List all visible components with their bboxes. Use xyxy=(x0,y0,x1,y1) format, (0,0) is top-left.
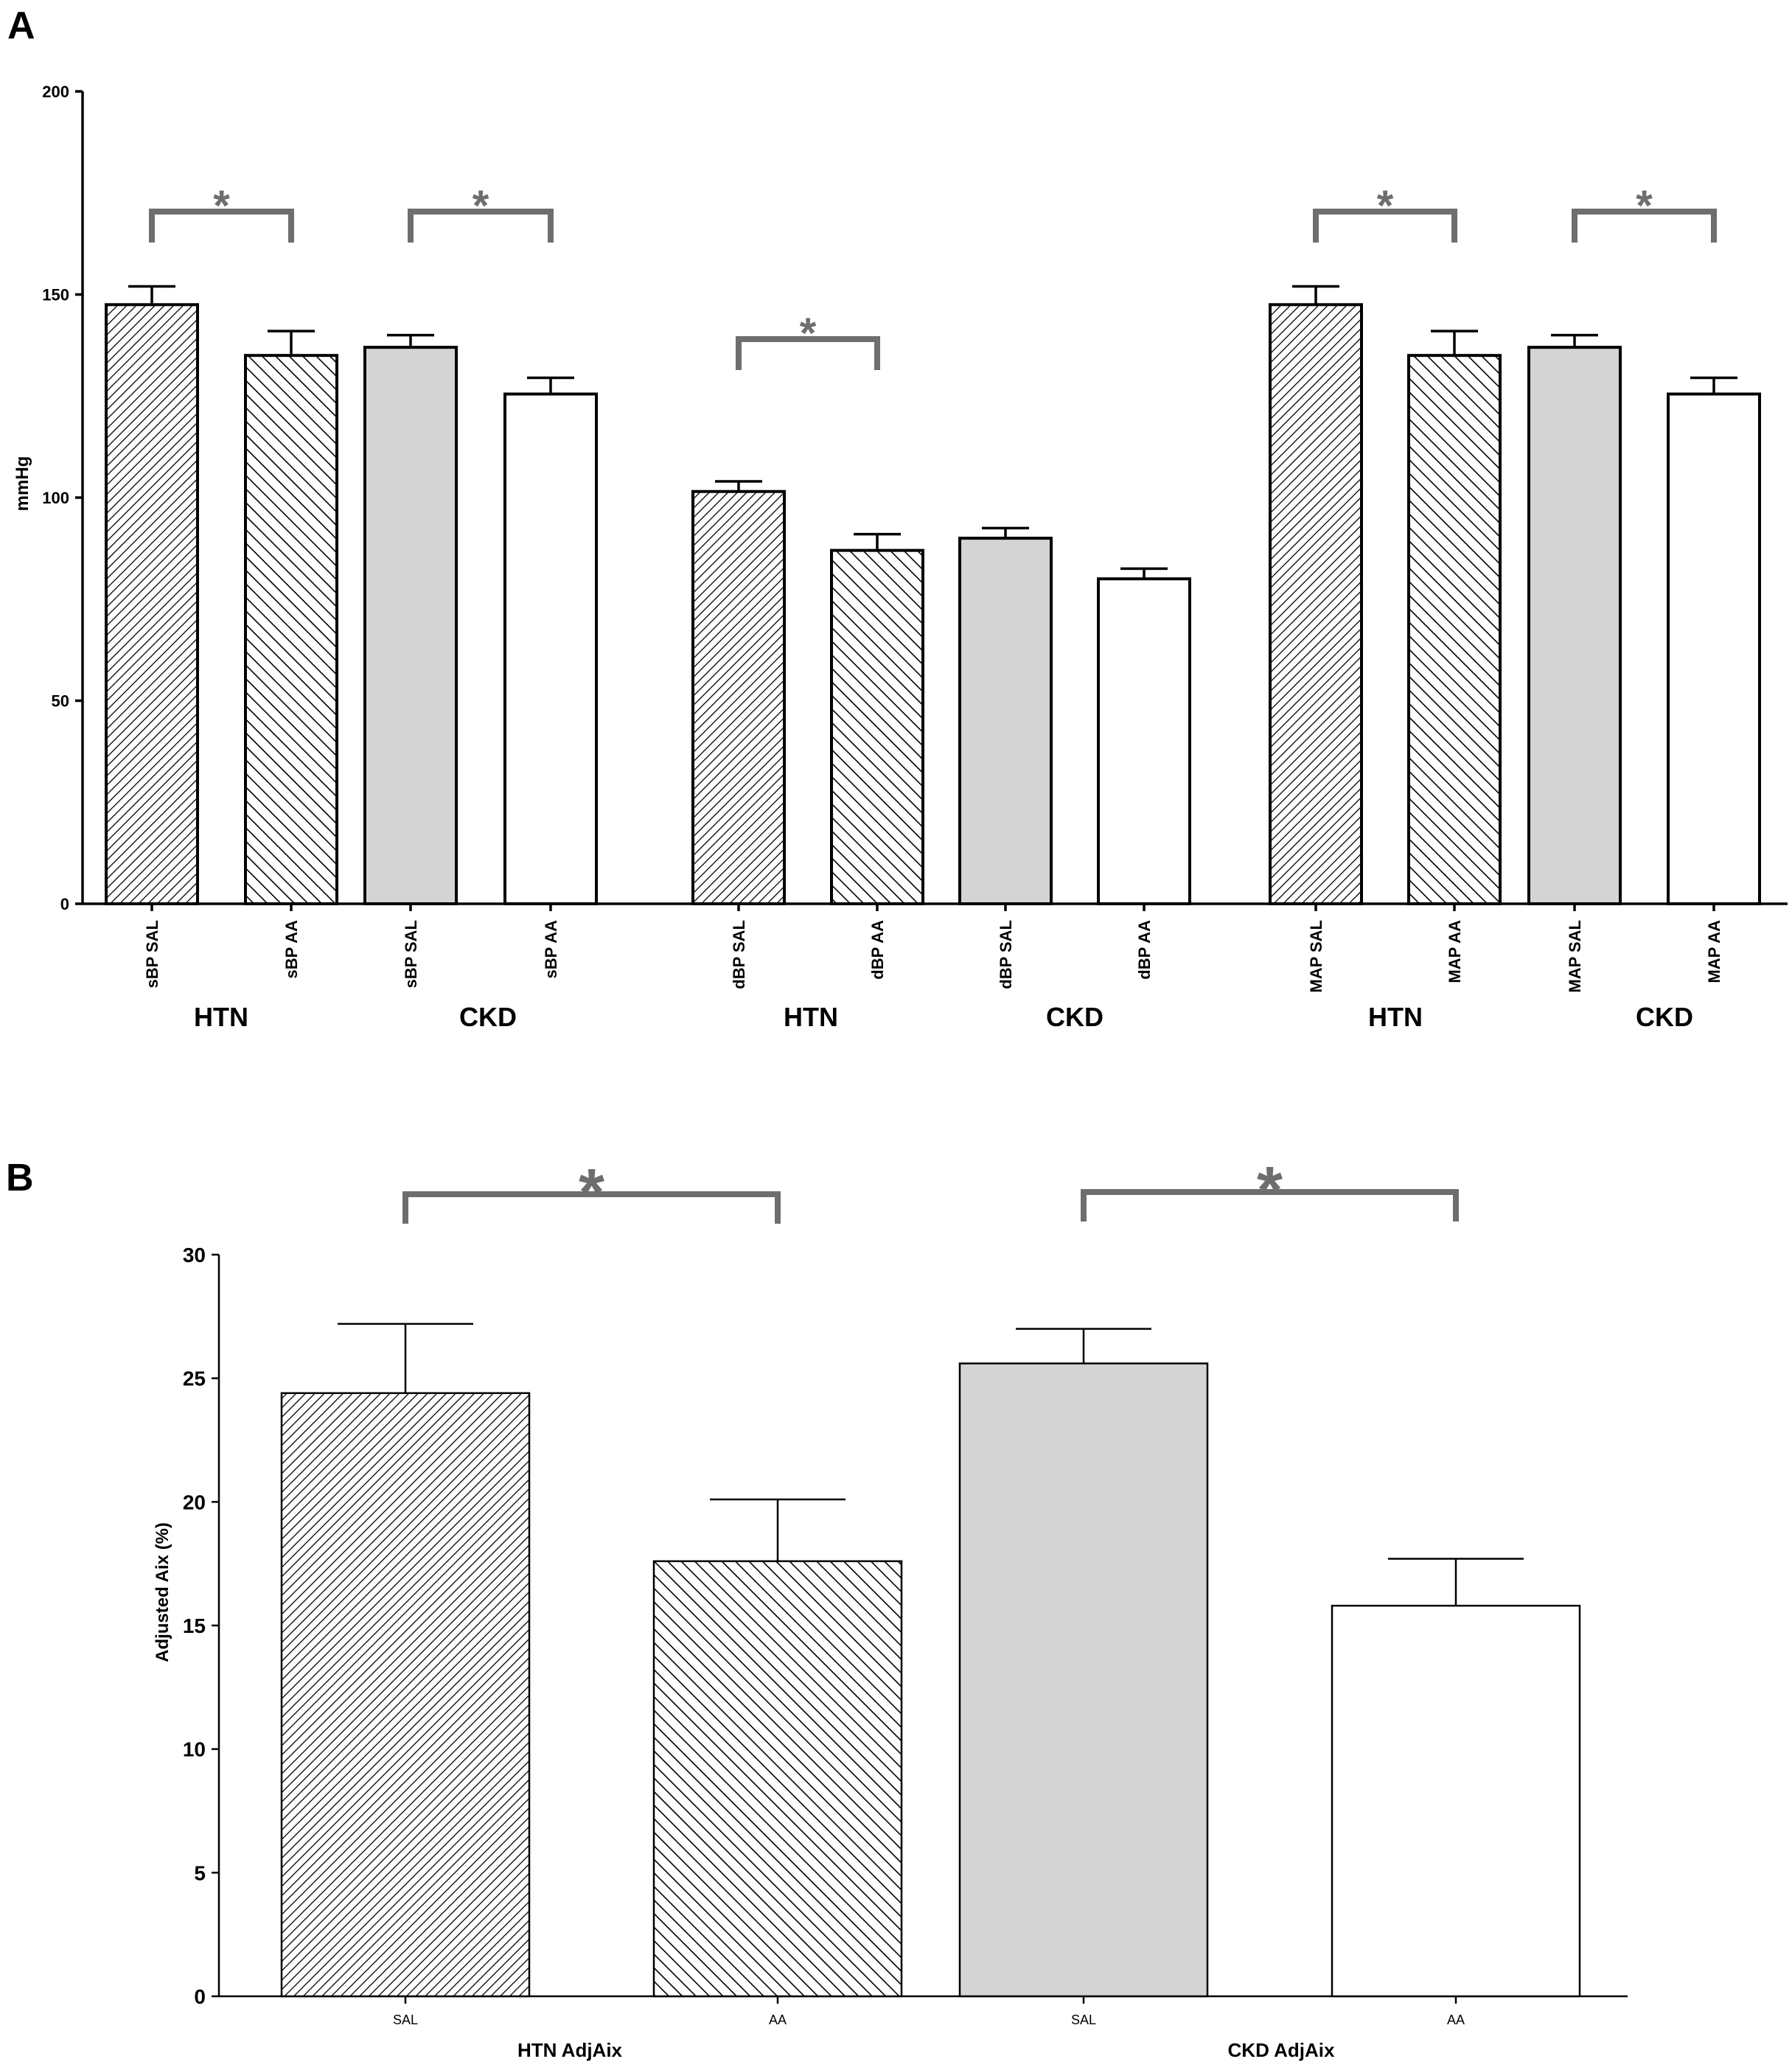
bar-category-label: dBP AA xyxy=(1135,920,1154,980)
panel-b-plot-area: 0 5 10 15 20 25 30 SAL AA SAL AA HTN AdjAix CKD AdjA… xyxy=(183,1154,1628,2061)
bar xyxy=(830,548,924,905)
y-tick-label: 200 xyxy=(42,83,69,101)
group-label: CKD xyxy=(1046,1002,1104,1032)
bar xyxy=(503,392,598,905)
bar xyxy=(1269,303,1363,905)
y-tick-label: 15 xyxy=(183,1614,206,1637)
bar-category-label: MAP AA xyxy=(1446,920,1464,983)
panel-a-label: A xyxy=(7,4,35,47)
bar xyxy=(652,1560,903,1998)
bar xyxy=(280,1392,531,1998)
bar xyxy=(1097,577,1191,905)
group-label: CKD xyxy=(459,1002,517,1032)
bar-category-label: AA xyxy=(769,2013,787,2027)
group-label: CKD xyxy=(1636,1002,1693,1032)
bar xyxy=(1331,1604,1581,1998)
significance-bracket xyxy=(1572,209,1717,243)
significance-bracket xyxy=(736,336,880,370)
panel-b-label: B xyxy=(6,1157,34,1199)
bar-category-label: SAL xyxy=(393,2013,418,2027)
panel-a: A mmHg 0 50 100 150 200 sBP SAL sBP AA sBP SAL s… xyxy=(7,4,1788,1032)
bar-category-label: sBP AA xyxy=(282,920,301,979)
significance-bracket xyxy=(408,209,554,243)
bar xyxy=(105,303,199,905)
group-label: CKD AdjAix xyxy=(1228,2039,1335,2061)
bar-category-label: MAP SAL xyxy=(1307,920,1325,993)
y-tick-label: 0 xyxy=(194,1985,206,2008)
bar-category-label: dBP AA xyxy=(868,920,887,980)
significance-star: * xyxy=(1257,1154,1283,1227)
bar-category-label: MAP SAL xyxy=(1566,920,1584,993)
y-tick-label: 0 xyxy=(60,895,69,913)
bar-category-label: sBP AA xyxy=(542,920,560,979)
bar-category-label: dBP SAL xyxy=(730,920,748,989)
y-tick-label: 5 xyxy=(194,1861,206,1884)
y-tick-label: 150 xyxy=(42,285,69,304)
y-tick-label: 50 xyxy=(52,691,69,710)
significance-star: * xyxy=(800,310,817,358)
significance-star: * xyxy=(473,182,489,230)
panel-a-plot-area: 0 50 100 150 200 sBP SAL sBP AA sBP SAL sBP AA dB… xyxy=(42,83,1788,1032)
group-label: HTN xyxy=(1368,1002,1423,1032)
bar-category-label: MAP AA xyxy=(1705,920,1723,983)
bar xyxy=(1527,346,1622,905)
bar xyxy=(1667,392,1761,905)
significance-star: * xyxy=(213,182,230,230)
y-tick-label: 25 xyxy=(183,1367,206,1390)
panel-b: B Adjusted Aix (%) 0 5 10 15 20 25 30 SAL AA SAL A… xyxy=(6,1154,1628,2061)
bar-category-label: sBP SAL xyxy=(143,920,161,989)
panel-b-y-axis-title: Adjusted Aix (%) xyxy=(153,1522,172,1662)
bar-category-label: sBP SAL xyxy=(402,920,420,989)
bar-category-label: dBP SAL xyxy=(997,920,1015,989)
bar xyxy=(958,537,1053,905)
bar xyxy=(1407,354,1502,905)
significance-bracket xyxy=(1313,209,1457,243)
bar-category-label: AA xyxy=(1447,2013,1465,2027)
significance-star: * xyxy=(579,1156,604,1230)
bar-category-label: SAL xyxy=(1071,2013,1096,2027)
significance-bracket xyxy=(149,209,294,243)
significance-bracket xyxy=(402,1191,781,1224)
group-label: HTN xyxy=(784,1002,838,1032)
bar xyxy=(244,354,338,905)
group-label: HTN AdjAix xyxy=(517,2039,623,2061)
significance-star: * xyxy=(1377,182,1394,230)
group-label: HTN xyxy=(194,1002,248,1032)
bar xyxy=(958,1362,1209,1998)
significance-star: * xyxy=(1636,182,1653,230)
y-tick-label: 30 xyxy=(183,1244,206,1266)
y-tick-label: 100 xyxy=(42,489,69,507)
bar xyxy=(691,489,786,905)
significance-bracket xyxy=(1081,1189,1459,1222)
y-tick-label: 10 xyxy=(183,1738,206,1761)
y-tick-label: 20 xyxy=(183,1491,206,1513)
bar xyxy=(363,346,458,905)
panel-a-y-axis-title: mmHg xyxy=(13,456,32,512)
